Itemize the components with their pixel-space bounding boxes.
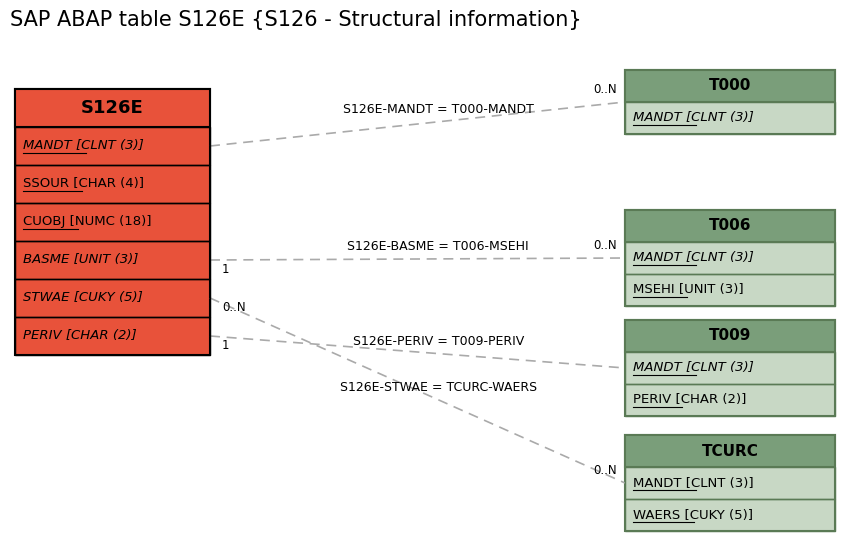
Bar bbox=[625, 499, 835, 531]
Text: MSEHI [UNIT (3)]: MSEHI [UNIT (3)] bbox=[633, 283, 744, 296]
Text: S126E: S126E bbox=[81, 99, 143, 117]
Bar bbox=[625, 102, 835, 134]
Text: MANDT [CLNT (3)]: MANDT [CLNT (3)] bbox=[23, 139, 143, 153]
Text: STWAE [CUKY (5)]: STWAE [CUKY (5)] bbox=[23, 292, 143, 305]
Bar bbox=[15, 89, 210, 127]
Text: MANDT [CLNT (3)]: MANDT [CLNT (3)] bbox=[633, 111, 753, 125]
Text: MANDT [CLNT (3)]: MANDT [CLNT (3)] bbox=[633, 251, 753, 265]
Bar bbox=[15, 127, 210, 165]
Text: WAERS [CUKY (5)]: WAERS [CUKY (5)] bbox=[633, 508, 753, 522]
Text: 1: 1 bbox=[222, 263, 229, 276]
Text: MANDT [CLNT (3)]: MANDT [CLNT (3)] bbox=[633, 361, 753, 374]
Bar bbox=[625, 210, 835, 306]
Bar bbox=[625, 70, 835, 102]
Text: 0..N: 0..N bbox=[594, 464, 617, 477]
Text: 0..N: 0..N bbox=[594, 239, 617, 252]
Text: S126E-BASME = T006-MSEHI: S126E-BASME = T006-MSEHI bbox=[347, 240, 529, 253]
Text: T006: T006 bbox=[709, 219, 752, 233]
Bar bbox=[625, 435, 835, 531]
Text: 0..N: 0..N bbox=[222, 301, 246, 314]
Text: SAP ABAP table S126E {S126 - Structural information}: SAP ABAP table S126E {S126 - Structural … bbox=[10, 10, 582, 30]
Bar bbox=[15, 241, 210, 279]
Bar bbox=[15, 165, 210, 203]
Text: BASME [UNIT (3)]: BASME [UNIT (3)] bbox=[23, 254, 138, 266]
Text: T009: T009 bbox=[709, 328, 751, 344]
Text: SSOUR [CHAR (4)]: SSOUR [CHAR (4)] bbox=[23, 177, 144, 191]
Bar bbox=[15, 279, 210, 317]
Bar bbox=[625, 210, 835, 242]
Bar bbox=[625, 384, 835, 416]
Text: 0..N: 0..N bbox=[594, 83, 617, 96]
Text: S126E-MANDT = T000-MANDT: S126E-MANDT = T000-MANDT bbox=[343, 103, 533, 116]
Bar bbox=[15, 203, 210, 241]
Text: TCURC: TCURC bbox=[702, 444, 758, 458]
Bar bbox=[625, 274, 835, 306]
Bar bbox=[15, 317, 210, 355]
Text: 1: 1 bbox=[222, 339, 229, 352]
Text: S126E-STWAE = TCURC-WAERS: S126E-STWAE = TCURC-WAERS bbox=[339, 381, 537, 394]
Text: MANDT [CLNT (3)]: MANDT [CLNT (3)] bbox=[633, 477, 753, 490]
Bar bbox=[625, 352, 835, 384]
Bar bbox=[625, 242, 835, 274]
Bar bbox=[625, 320, 835, 416]
Text: PERIV [CHAR (2)]: PERIV [CHAR (2)] bbox=[23, 329, 137, 343]
Text: PERIV [CHAR (2)]: PERIV [CHAR (2)] bbox=[633, 394, 746, 406]
Text: S126E-PERIV = T009-PERIV: S126E-PERIV = T009-PERIV bbox=[353, 334, 524, 348]
Bar bbox=[625, 70, 835, 134]
Bar bbox=[625, 467, 835, 499]
Bar bbox=[625, 435, 835, 467]
Bar bbox=[15, 89, 210, 355]
Text: T000: T000 bbox=[709, 79, 751, 93]
Bar bbox=[625, 320, 835, 352]
Text: CUOBJ [NUMC (18)]: CUOBJ [NUMC (18)] bbox=[23, 216, 151, 228]
